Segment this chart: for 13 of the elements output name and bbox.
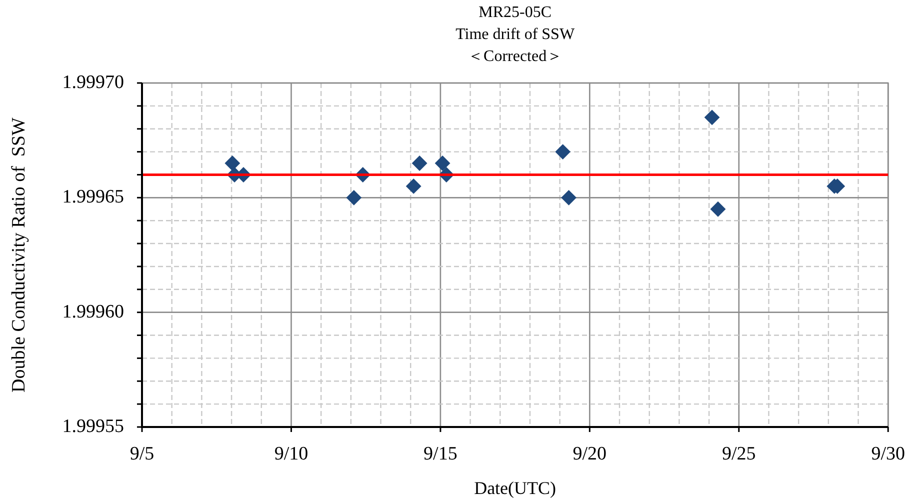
x-tick-label: 9/25	[722, 443, 756, 464]
x-tick-label: 9/30	[871, 443, 905, 464]
x-tick-label: 9/5	[130, 443, 154, 464]
y-axis-title: Double Conductivity Ratio of SSW	[8, 117, 30, 392]
y-tick-label: 1.99960	[62, 301, 124, 322]
x-tick-label: 9/20	[572, 443, 607, 464]
x-tick-label: 9/10	[274, 443, 308, 464]
y-tick-label: 1.99970	[62, 72, 124, 93]
chart-title: MR25-05C Time drift of SSW ＜Corrected＞	[456, 4, 576, 66]
y-tick-label: 1.99955	[62, 416, 124, 437]
y-tick-label: 1.99965	[62, 186, 124, 208]
x-tick-label: 9/15	[424, 443, 458, 464]
x-axis-title: Date(UTC)	[474, 478, 556, 498]
